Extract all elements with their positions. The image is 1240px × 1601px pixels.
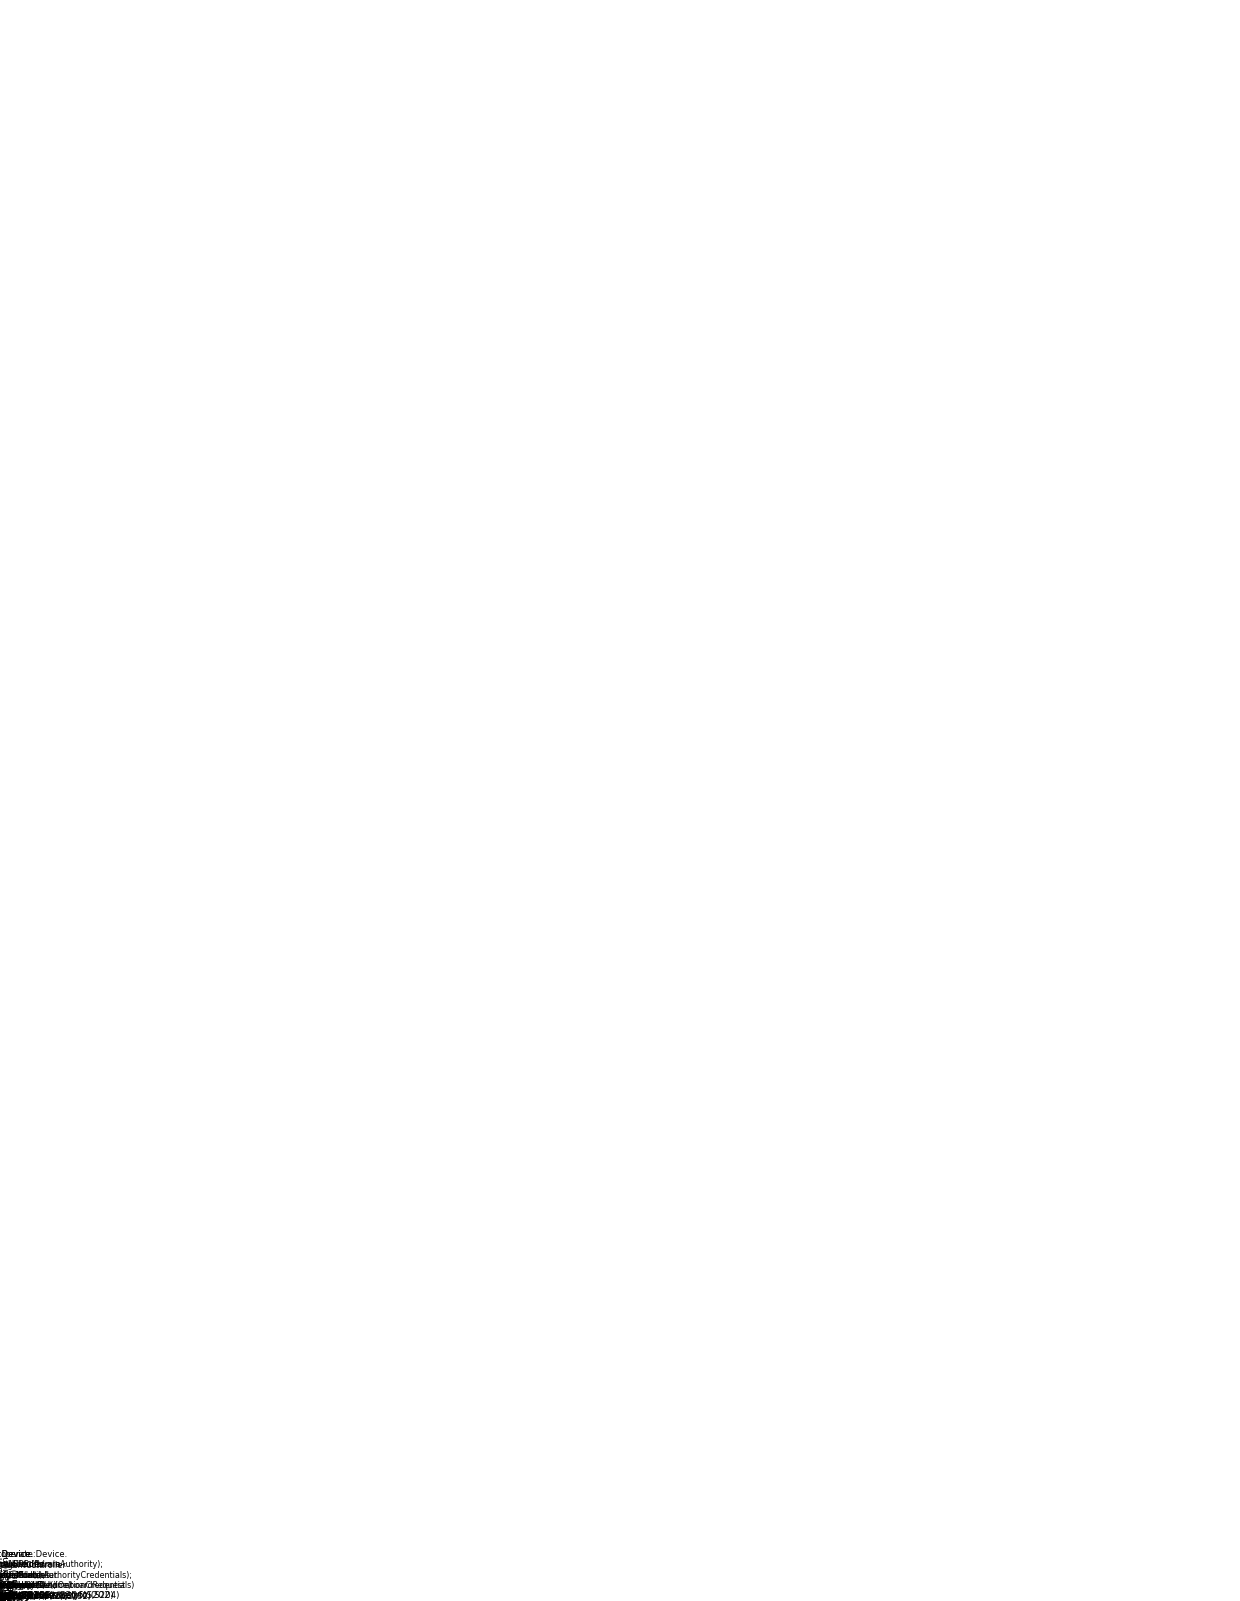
Text: Controller.
Administrative
Authority: Controller. Administrative Authority [0, 1566, 15, 1601]
Text: notify:onboard
Request(S218);: notify:onboard Request(S218); [0, 1582, 37, 1601]
Text: add:Device.LocalAgentController
(HomeAutomation);
operate:Device.Security.Downlo: add:Device.LocalAgentController (HomeAut… [0, 1561, 135, 1601]
Text: 110: 110 [0, 1593, 12, 1601]
Text: notify:
onboard
Request(S230): notify: onboard Request(S230) [0, 1571, 36, 1601]
Text: add:Device.LocalAgentController.(AdminAuthority);
operate:Device.Security.Downlo: add:Device.LocalAgentController.(AdminAu… [0, 1561, 133, 1601]
Text: operate:Device.
USPSoftware
Modules.
InstallDU()
(S220): operate:Device. USPSoftware Modules. Ins… [0, 1550, 68, 1601]
Text: Agent.
Device/Application: Agent. Device/Application [0, 1556, 10, 1601]
Text: Agent/Controller.
Home Automation
Gateway: Agent/Controller. Home Automation Gatewa… [0, 1558, 15, 1601]
Text: advertise:dns-sd;arp;neighbor-discovery (S202): advertise:dns-sd;arp;neighbor-discovery … [0, 1591, 114, 1601]
Text: advertiseService(S208): advertiseService(S208) [0, 1591, 56, 1601]
Text: 108: 108 [0, 1593, 25, 1601]
Text: notify:
Device.LocalAgentReportNewDevice(deviceInfo)(S204): notify: Device.LocalAgentReportNewDevice… [0, 1580, 119, 1601]
Text: notify:
Device.LocalAgent.
ReportOnboardedDevice(deviceInfo)(S232): notify: Device.LocalAgent. ReportOnboard… [0, 1571, 92, 1601]
Text: FIG. 2: FIG. 2 [0, 1591, 33, 1601]
Text: User/Owner: User/Owner [0, 1572, 5, 1601]
Text: setupController
(S214): setupController (S214) [0, 1582, 37, 1601]
Text: Controller:
User/Owner
interface
(e.g., iPhone): Controller: User/Owner interface (e.g., … [0, 1569, 20, 1601]
Text: operate:Device.
Security.Download();
:(DeviceCredentials);
add:Device.RemoteAgen: operate:Device. Security.Download(); :(D… [0, 1550, 72, 1601]
Text: 112: 112 [0, 1593, 12, 1601]
Text: determineApplicableServices (S206): determineApplicableServices (S206) [0, 1591, 87, 1601]
Text: provideOnboardInfo
(AdminAuthority)(S212): provideOnboardInfo (AdminAuthority)(S212… [0, 1582, 55, 1601]
Text: 104: 104 [0, 1593, 24, 1601]
Text: operate:Device.
USPSoftwareModules.
SetRequestedState
(ServiceApplications)
(S22: operate:Device. USPSoftwareModules. SetR… [0, 1550, 46, 1601]
Text: acceptService(S210): acceptService(S210) [0, 1591, 50, 1601]
Text: Agent/Controller:
Discovery
Authority: Agent/Controller: Discovery Authority [0, 1559, 15, 1601]
Text: operate:
Device.LocalAgent.Controller.
{}.SentOnboard
Request(HomeAutomation)(S2: operate: Device.LocalAgent.Controller. {… [0, 1561, 68, 1601]
Text: 102: 102 [0, 1593, 24, 1601]
